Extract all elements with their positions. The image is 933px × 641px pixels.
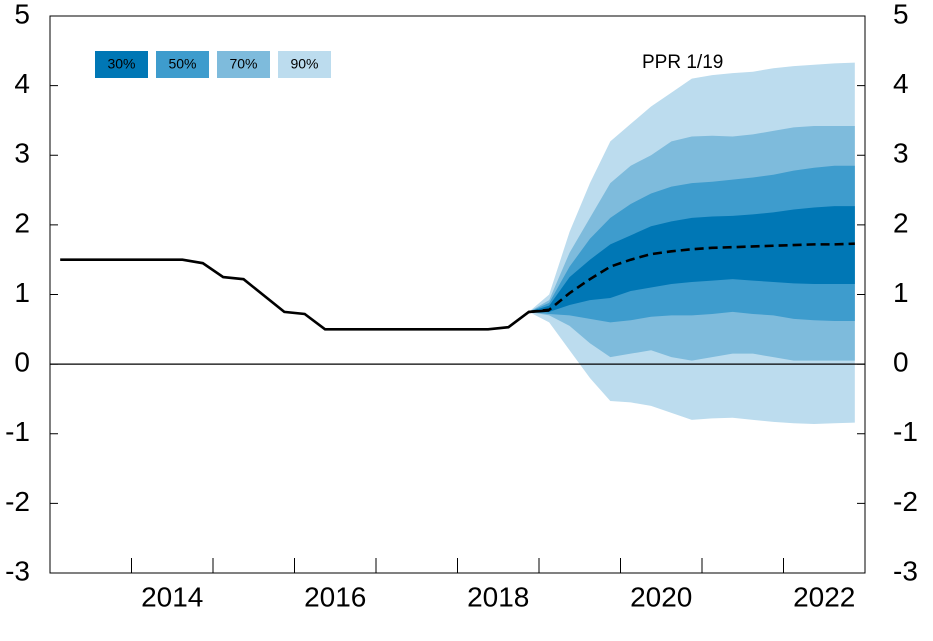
y2-tick-label: -3: [893, 555, 918, 586]
legend-label: 30%: [107, 56, 135, 72]
y-tick-label: 5: [14, 0, 30, 29]
x-tick-label: 2022: [793, 581, 855, 612]
y2-tick-label: -1: [893, 416, 918, 447]
x-tick-label: 2018: [467, 581, 529, 612]
y2-tick-label: 5: [893, 0, 909, 29]
y2-tick-label: -2: [893, 486, 918, 517]
line: [528, 242, 855, 314]
legend-swatch: [156, 51, 209, 78]
y-tick-label: 1: [14, 277, 30, 308]
legend-swatch: [278, 51, 331, 78]
y-tick-label: 0: [14, 347, 30, 378]
y-tick-label: -3: [5, 555, 30, 586]
annotation: PPR 1/19: [642, 52, 723, 73]
y-tick-label: 2: [14, 207, 30, 238]
x-tick-label: 2014: [141, 581, 203, 612]
legend-label: 70%: [229, 56, 257, 72]
fan-band: [528, 206, 855, 312]
legend-label: 50%: [168, 56, 196, 72]
y-tick-label: 3: [14, 138, 30, 169]
legend-swatch: [95, 51, 148, 78]
y2-tick-label: 4: [893, 68, 909, 99]
y2-tick-label: 3: [893, 138, 909, 169]
y-tick-label: -2: [5, 486, 30, 517]
x-tick-label: 2016: [304, 581, 366, 612]
y-tick-label: 4: [14, 68, 30, 99]
y2-tick-label: 0: [893, 347, 909, 378]
line: [60, 258, 550, 331]
y2-tick-label: 2: [893, 207, 909, 238]
x-tick-label: 2020: [630, 581, 692, 612]
legend-swatch: [217, 51, 270, 78]
y-tick-label: -1: [5, 416, 30, 447]
plot-area: [50, 62, 865, 425]
y2-tick-label: 1: [893, 277, 909, 308]
legend-label: 90%: [290, 56, 318, 72]
